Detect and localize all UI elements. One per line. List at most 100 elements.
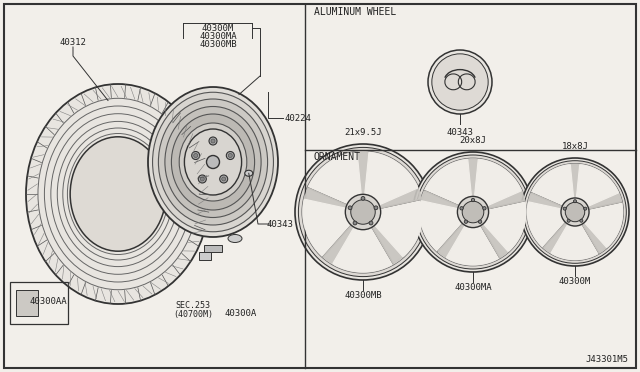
Text: ALUMINUM WHEEL: ALUMINUM WHEEL [314,7,396,17]
Ellipse shape [244,170,253,176]
Polygon shape [468,159,478,199]
Text: 40300A: 40300A [225,310,257,318]
Text: ORNAMENT: ORNAMENT [314,152,361,162]
Bar [199,252,211,260]
Circle shape [353,221,357,225]
Polygon shape [371,223,403,264]
Text: SEC.253: SEC.253 [175,301,211,311]
Bar [10,282,68,324]
Polygon shape [357,152,369,197]
Text: J43301M5: J43301M5 [585,356,628,365]
Polygon shape [551,222,599,260]
Text: 18x8J: 18x8J [561,141,588,151]
Polygon shape [365,153,418,206]
Circle shape [416,155,530,269]
Text: 40343: 40343 [447,128,474,137]
Text: 20x8J: 20x8J [460,135,486,144]
Ellipse shape [172,114,255,210]
Polygon shape [543,221,569,253]
Circle shape [561,198,589,226]
Text: 40300MA: 40300MA [199,32,237,41]
Circle shape [374,206,378,210]
Circle shape [348,206,352,210]
Circle shape [584,207,587,210]
Circle shape [227,151,234,160]
Text: 21x9.5J: 21x9.5J [344,128,382,137]
Polygon shape [529,193,564,209]
Polygon shape [581,221,607,253]
Polygon shape [479,222,508,257]
Circle shape [428,50,492,114]
Polygon shape [373,199,423,257]
Ellipse shape [148,87,278,237]
Polygon shape [305,188,349,209]
Polygon shape [531,165,574,207]
Ellipse shape [228,234,242,243]
Polygon shape [527,202,567,247]
Circle shape [460,206,463,210]
Ellipse shape [26,84,210,304]
Circle shape [432,54,488,110]
Circle shape [478,220,482,224]
Circle shape [580,219,583,222]
Polygon shape [586,193,621,209]
Circle shape [471,198,475,202]
Circle shape [567,219,570,222]
Ellipse shape [70,137,166,251]
Polygon shape [308,153,362,206]
Circle shape [220,175,228,183]
Polygon shape [425,160,472,207]
Polygon shape [583,202,623,247]
Circle shape [464,220,468,224]
Circle shape [209,137,217,145]
Polygon shape [485,191,525,209]
Text: 40224: 40224 [285,113,312,122]
Circle shape [524,161,627,263]
Circle shape [207,155,220,169]
Ellipse shape [159,99,268,225]
Circle shape [228,154,232,157]
Polygon shape [333,225,393,272]
Circle shape [573,200,577,203]
Circle shape [194,154,198,157]
Circle shape [483,206,486,210]
Text: 40300M: 40300M [202,23,234,32]
Bar [16,290,38,316]
Polygon shape [482,201,526,251]
Text: 40300MB: 40300MB [199,39,237,48]
Circle shape [198,175,206,183]
Circle shape [221,177,226,181]
Text: 40300MA: 40300MA [454,283,492,292]
Circle shape [361,196,365,200]
Circle shape [369,221,373,225]
Polygon shape [303,199,353,257]
Text: 40343: 40343 [267,219,293,228]
Circle shape [351,200,375,224]
Text: 40300M: 40300M [559,278,591,286]
Ellipse shape [152,92,273,232]
Circle shape [211,139,215,143]
Circle shape [462,201,484,223]
Ellipse shape [179,123,247,201]
Polygon shape [576,165,618,207]
Circle shape [563,207,566,210]
Circle shape [565,202,585,222]
Circle shape [298,147,428,277]
Polygon shape [377,188,422,209]
Text: 40300AA: 40300AA [29,298,67,307]
Polygon shape [570,164,580,200]
Polygon shape [446,224,500,265]
Polygon shape [420,201,464,251]
Text: 40312: 40312 [60,38,86,46]
Circle shape [346,194,381,230]
Circle shape [521,158,629,266]
Circle shape [413,152,533,272]
Text: (40700M): (40700M) [173,310,213,318]
Text: 40300MB: 40300MB [344,292,382,301]
Ellipse shape [165,106,261,218]
Polygon shape [323,223,355,264]
Bar [204,245,222,252]
Polygon shape [438,222,467,257]
Ellipse shape [184,129,242,195]
Circle shape [200,177,204,181]
